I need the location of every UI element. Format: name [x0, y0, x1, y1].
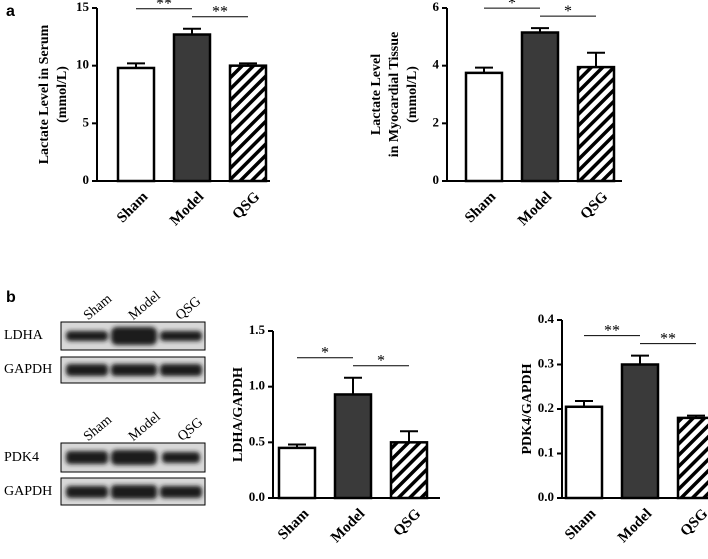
y-axis-label: LDHA/GAPDH	[231, 367, 246, 462]
y-tick-label: 1.5	[249, 322, 266, 337]
x-tick-label: Model	[167, 189, 207, 229]
blot-row-label: GAPDH	[4, 362, 52, 377]
lane-label: Model	[126, 288, 164, 323]
significance-label: **	[212, 3, 228, 20]
bar	[520, 31, 560, 183]
bar	[228, 64, 268, 183]
y-tick-label: 15	[76, 0, 90, 14]
blot: Sham Model QSG LDHA GAPDH	[4, 288, 206, 384]
y-axis-label: (mmol/L)	[55, 66, 70, 123]
bar	[116, 66, 156, 183]
y-tick-label: 0	[433, 172, 440, 187]
bar	[576, 65, 616, 183]
bar	[464, 71, 504, 183]
blot-row-label: GAPDH	[4, 484, 52, 499]
bar	[620, 363, 660, 500]
x-tick-label: QSG	[230, 189, 264, 223]
x-tick-label: Sham	[275, 506, 313, 544]
x-tick-label: Model	[615, 506, 655, 546]
bar	[564, 405, 604, 500]
significance-label: **	[156, 0, 172, 12]
x-tick-label: Model	[328, 506, 368, 546]
panel-label: a	[6, 3, 15, 20]
x-tick-label: QSG	[678, 506, 708, 540]
y-tick-label: 6	[433, 0, 440, 14]
lane-label: Model	[126, 409, 164, 444]
x-tick-label: Sham	[114, 189, 152, 227]
lane-label: QSG	[173, 294, 204, 323]
y-axis-label: in Myocardial Tissue	[387, 32, 402, 158]
y-axis-label: Lactate Level in Serum	[37, 24, 52, 164]
bar	[333, 393, 373, 500]
y-tick-label: 0.0	[538, 489, 554, 504]
lane-label: QSG	[175, 415, 206, 444]
y-tick-label: 0.1	[538, 444, 554, 459]
y-axis-label: Lactate Level	[369, 54, 384, 135]
y-tick-label: 2	[433, 114, 440, 129]
significance-label: **	[604, 322, 620, 339]
x-tick-label: QSG	[391, 506, 425, 540]
significance-label: *	[564, 3, 572, 20]
y-tick-label: 1.0	[249, 378, 265, 393]
y-tick-label: 10	[76, 57, 89, 72]
x-tick-label: QSG	[578, 189, 612, 223]
lane-label: Sham	[81, 412, 115, 444]
y-tick-label: 4	[433, 57, 440, 72]
y-tick-label: 0.0	[249, 489, 265, 504]
x-tick-label: Model	[515, 189, 555, 229]
significance-label: *	[508, 0, 516, 12]
lane-label: Sham	[81, 291, 115, 323]
blot-row-label: LDHA	[4, 328, 44, 343]
x-tick-label: Sham	[562, 506, 600, 544]
blot-row-label: PDK4	[4, 450, 39, 465]
blot: Sham Model QSG PDK4 GAPDH	[4, 409, 206, 506]
y-axis-label: (mmol/L)	[405, 66, 420, 123]
bar	[172, 33, 212, 183]
significance-label: *	[321, 344, 329, 361]
y-tick-label: 0.5	[249, 433, 266, 448]
significance-label: *	[377, 352, 385, 369]
y-tick-label: 5	[83, 114, 90, 129]
y-tick-label: 0	[83, 172, 90, 187]
y-axis-label: PDK4/GAPDH	[520, 363, 535, 454]
bar	[389, 441, 429, 500]
x-tick-label: Sham	[462, 189, 500, 227]
y-tick-label: 0.4	[538, 311, 555, 326]
y-tick-label: 0.3	[538, 355, 555, 370]
significance-label: **	[660, 330, 676, 347]
panel-label: b	[6, 289, 16, 306]
bar	[676, 416, 708, 500]
bar	[277, 446, 317, 500]
y-tick-label: 0.2	[538, 400, 554, 415]
